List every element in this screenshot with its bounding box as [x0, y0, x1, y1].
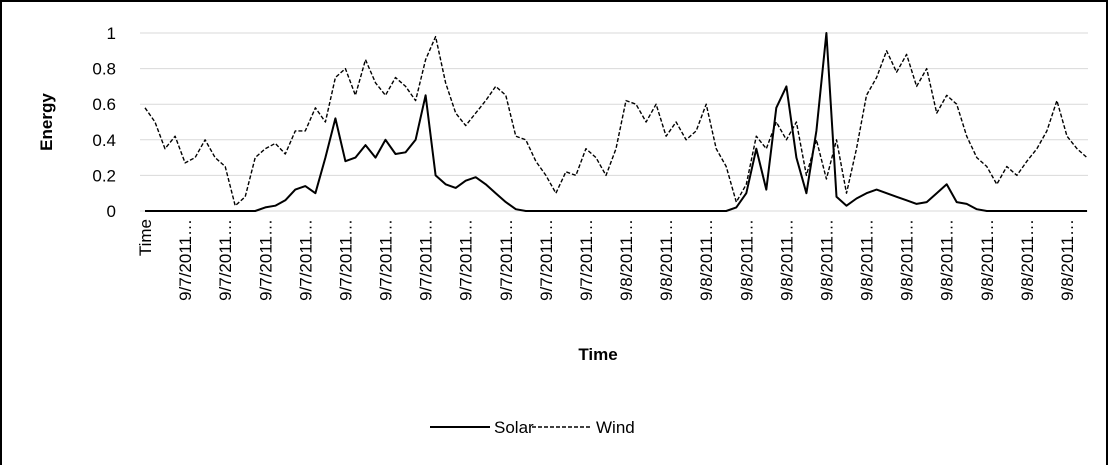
x-tick-label: 9/8/2011… [1058, 219, 1077, 301]
x-tick-label: 9/7/2011… [497, 219, 516, 301]
series-line [145, 32, 1087, 212]
x-tick-label: 9/8/2011… [978, 219, 997, 301]
x-tick-label: 9/7/2011… [176, 219, 195, 301]
x-tick-label: 9/7/2011… [256, 219, 275, 301]
x-tick-label: 9/7/2011… [377, 219, 396, 301]
y-tick-label: 0.6 [92, 95, 116, 114]
y-tick-label: 0.8 [92, 60, 116, 79]
y-tick-label: 0.2 [92, 166, 116, 185]
x-tick-label: 9/8/2011… [777, 219, 796, 301]
y-tick-label: 0.4 [92, 131, 116, 150]
x-tick-label: 9/7/2011… [296, 219, 315, 301]
x-tick-label: 9/8/2011… [817, 219, 836, 301]
x-tick-label: 9/7/2011… [457, 219, 476, 301]
x-tick-label: 9/8/2011… [697, 219, 716, 301]
x-tick-label: 9/7/2011… [417, 219, 436, 301]
x-tick-label: 9/7/2011… [216, 219, 235, 301]
x-tick-label: 9/8/2011… [657, 219, 676, 301]
x-tick-label: Time [136, 219, 155, 256]
y-tick-label: 1 [107, 24, 116, 43]
legend-label: Solar [494, 418, 534, 437]
y-tick-label: 0 [107, 202, 116, 221]
x-tick-label: 9/8/2011… [1018, 219, 1037, 301]
x-tick-label: 9/7/2011… [336, 219, 355, 301]
legend-label: Wind [596, 418, 635, 437]
x-tick-label: 9/7/2011… [577, 219, 596, 301]
x-tick-label: 9/8/2011… [898, 219, 917, 301]
x-tick-label: 9/8/2011… [737, 219, 756, 301]
x-tick-label: 9/8/2011… [938, 219, 957, 301]
x-tick-label: 9/7/2011… [537, 219, 556, 301]
x-axis-title: Time [578, 345, 617, 364]
x-tick-label: 9/8/2011… [617, 219, 636, 301]
y-axis-title: Energy [37, 93, 56, 151]
x-tick-label: 9/8/2011… [858, 219, 877, 301]
series-line [144, 35, 1088, 207]
